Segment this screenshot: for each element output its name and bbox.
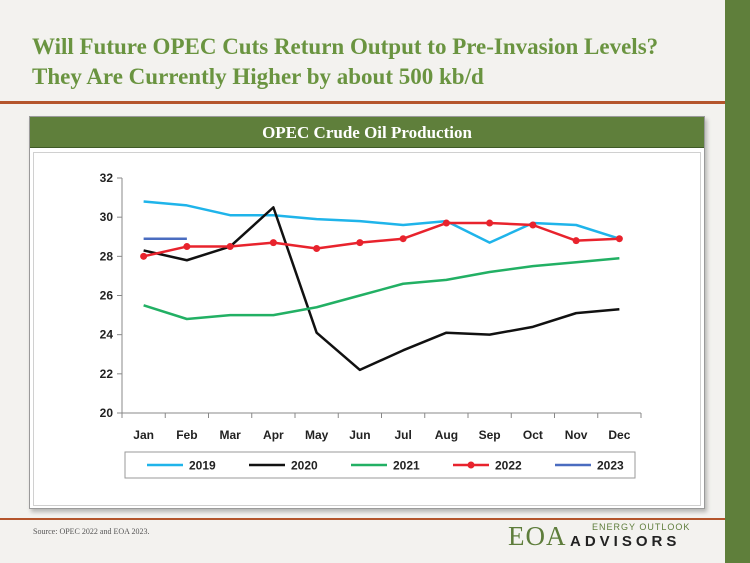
x-tick-label: Jun bbox=[349, 428, 370, 442]
point-2022 bbox=[399, 235, 407, 243]
x-tick-label: Dec bbox=[608, 428, 630, 442]
legend-label-2021: 2021 bbox=[393, 459, 420, 473]
x-tick-label: May bbox=[305, 428, 329, 442]
y-tick-label: 32 bbox=[100, 171, 114, 185]
point-2022 bbox=[226, 243, 234, 251]
legend-label-2020: 2020 bbox=[291, 459, 318, 473]
logo-energy-outlook-text: ENERGY OUTLOOK bbox=[592, 522, 691, 532]
point-2022 bbox=[356, 239, 364, 247]
series-line-2021 bbox=[143, 257, 620, 321]
eoa-logo: EOA ENERGY OUTLOOK ADVISORS bbox=[508, 521, 718, 551]
x-tick-label: Sep bbox=[479, 428, 501, 442]
chart-title: OPEC Crude Oil Production bbox=[30, 117, 704, 148]
legend-marker-2022 bbox=[467, 461, 475, 469]
footer-divider bbox=[0, 518, 725, 520]
right-accent-bar bbox=[725, 0, 750, 563]
y-tick-label: 26 bbox=[100, 289, 114, 303]
point-2022 bbox=[572, 237, 580, 245]
point-2022 bbox=[313, 245, 321, 252]
x-tick-label: Aug bbox=[435, 428, 458, 442]
legend-label-2023: 2023 bbox=[597, 459, 624, 473]
x-tick-label: Oct bbox=[523, 428, 543, 442]
series-line-2019 bbox=[143, 200, 620, 244]
point-2022 bbox=[529, 221, 537, 229]
y-tick-label: 28 bbox=[100, 249, 114, 263]
series-line-2020 bbox=[143, 206, 620, 372]
logo-eoa-text: EOA bbox=[508, 521, 567, 551]
point-2022 bbox=[615, 235, 623, 243]
y-tick-label: 20 bbox=[100, 406, 114, 420]
point-2022 bbox=[269, 239, 277, 247]
series-line-2022 bbox=[143, 221, 620, 258]
title-divider bbox=[0, 101, 725, 104]
point-2022 bbox=[183, 243, 191, 251]
point-2022 bbox=[140, 252, 148, 260]
point-2022 bbox=[442, 219, 450, 227]
legend-label-2019: 2019 bbox=[189, 459, 216, 473]
x-tick-label: Mar bbox=[219, 428, 241, 442]
y-tick-label: 30 bbox=[100, 210, 114, 224]
chart-panel: OPEC Crude Oil Production bbox=[29, 116, 705, 509]
x-tick-label: Feb bbox=[176, 428, 197, 442]
x-tick-label: Apr bbox=[263, 428, 284, 442]
legend-label-2022: 2022 bbox=[495, 459, 522, 473]
logo-advisors-text: ADVISORS bbox=[570, 533, 681, 550]
plot-area bbox=[33, 152, 701, 506]
slide-title: Will Future OPEC Cuts Return Output to P… bbox=[32, 34, 659, 89]
y-tick-label: 22 bbox=[100, 367, 114, 381]
y-tick-label: 24 bbox=[100, 328, 114, 342]
point-2022 bbox=[486, 219, 494, 227]
x-tick-label: Nov bbox=[565, 428, 588, 442]
source-note: Source: OPEC 2022 and EOA 2023. bbox=[33, 527, 150, 536]
x-tick-label: Jul bbox=[394, 428, 411, 442]
x-tick-label: Jan bbox=[133, 428, 154, 442]
